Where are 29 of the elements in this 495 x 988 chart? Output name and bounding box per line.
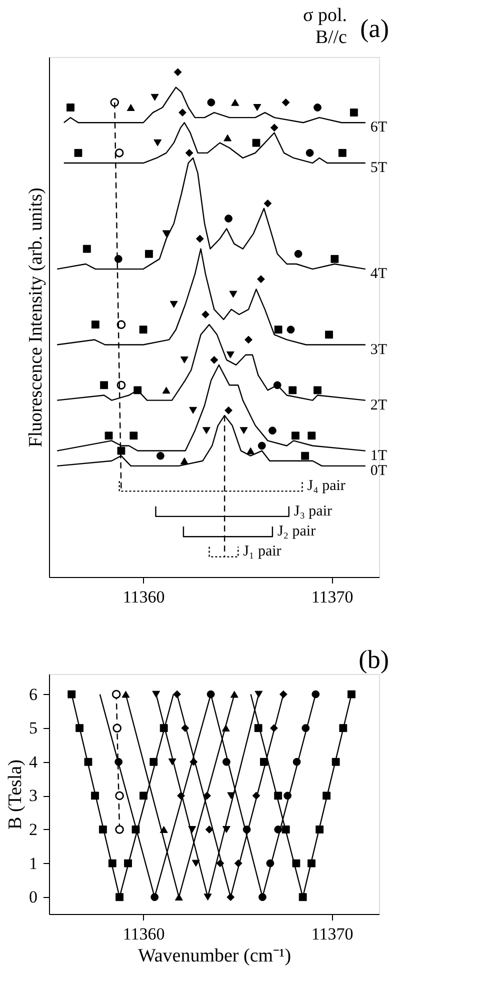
chart-title: (b)	[358, 645, 389, 674]
series-label: 0T	[370, 462, 388, 479]
series-label: 2T	[370, 397, 388, 414]
text: B//c	[315, 27, 347, 48]
y-tick-label: 0	[29, 888, 38, 907]
chart-title: (a)	[360, 14, 389, 43]
y-tick-label: 1	[29, 854, 38, 873]
y-tick-label: 2	[29, 820, 38, 839]
y-tick-label: 6	[29, 684, 38, 704]
y-tick-label: 5	[29, 718, 38, 738]
y-axis-title: Fluorescence Intensity (arb. units)	[26, 188, 46, 448]
y-tick-label: 3	[29, 786, 38, 806]
x-tick-label: 11370	[311, 924, 354, 944]
x-tick-label: 11360	[122, 588, 165, 606]
x-axis-title: Wavenumber (cm⁻¹)	[138, 946, 292, 966]
series-label: J₃ pair	[294, 503, 332, 520]
series-label: J₄ pair	[307, 478, 346, 494]
text: σ pol.	[302, 5, 347, 26]
x-tick-label: 11370	[311, 588, 354, 606]
series-label: 5T	[370, 160, 388, 176]
series-label: J₂ pair	[277, 524, 316, 540]
y-tick-label: 4	[29, 752, 38, 772]
x-tick-label: 11360	[122, 924, 165, 944]
series-label: J₁ pair	[243, 544, 282, 560]
series-label: 3T	[370, 342, 388, 358]
series-label: 6T	[370, 120, 388, 136]
series-label: 1T	[370, 448, 388, 464]
series-label: 4T	[370, 266, 388, 282]
y-axis-title: B (Tesla)	[5, 760, 26, 830]
